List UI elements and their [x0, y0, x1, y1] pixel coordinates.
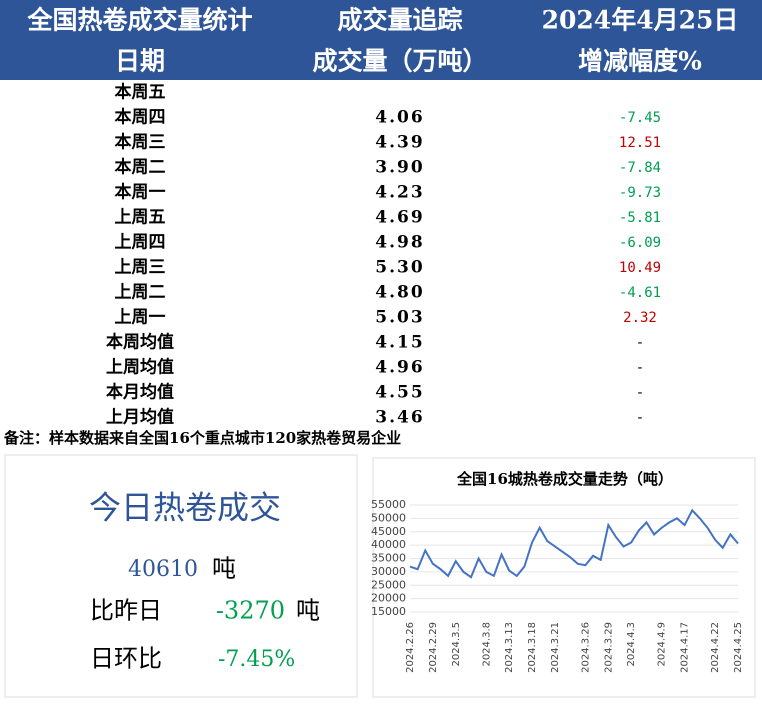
y-tick-label: 35000 [371, 552, 406, 565]
day: 上周均值 [106, 357, 174, 378]
change: -4.61 [619, 285, 661, 301]
day: 上周二 [115, 283, 166, 303]
change: - [636, 335, 644, 351]
change: 2.32 [623, 310, 657, 326]
volume: 3.46 [375, 408, 424, 428]
volume: 4.15 [375, 333, 424, 353]
change: -9.73 [619, 185, 661, 201]
y-tick-label: 40000 [371, 538, 406, 551]
change: 12.51 [619, 135, 661, 151]
day: 本周一 [115, 182, 166, 203]
day: 本周四 [115, 107, 166, 128]
x-tick-label: 2024.2.29 [428, 622, 439, 673]
day: 本周三 [115, 132, 166, 153]
x-tick-label: 2024.4.9 [657, 622, 668, 667]
volume: 4.98 [375, 233, 424, 253]
x-tick-label: 2024.3.5 [451, 622, 462, 667]
day: 本周五 [115, 82, 166, 103]
vs-value: -3270 [216, 597, 285, 625]
volume: 4.69 [375, 208, 424, 228]
x-tick-label: 2024.3.21 [550, 622, 561, 673]
volume: 4.96 [375, 358, 424, 378]
ratio-value: -7.45% [218, 647, 295, 672]
volume: 5.30 [375, 258, 424, 278]
summary-panel [4, 454, 358, 698]
change: - [636, 360, 644, 376]
ratio-label: 日环比 [90, 645, 162, 673]
note: 备注：样本数据来自全国16个重点城市120家热卷贸易企业 [3, 429, 401, 447]
day: 上周一 [115, 308, 166, 328]
x-tick-label: 2024.2.26 [405, 622, 416, 673]
change: -7.45 [619, 110, 661, 126]
y-tick-label: 25000 [371, 578, 406, 591]
day: 上周五 [115, 208, 166, 228]
today-unit: 吨 [212, 555, 236, 583]
y-tick-label: 20000 [371, 592, 406, 605]
subtitle: 成交量追踪 [337, 6, 462, 35]
volume: 4.23 [375, 183, 424, 203]
change: -7.84 [619, 160, 661, 176]
volume: 4.06 [375, 108, 424, 128]
title: 全国热卷成交量统计 [26, 6, 252, 35]
x-tick-label: 2024.3.29 [603, 622, 614, 673]
change: -6.09 [619, 235, 661, 251]
volume: 4.39 [375, 133, 424, 153]
day: 上周三 [115, 258, 166, 278]
change: - [636, 385, 644, 401]
volume: 3.90 [375, 158, 424, 178]
day: 本周均值 [106, 332, 174, 353]
y-tick-label: 55000 [371, 498, 406, 511]
volume: 5.03 [375, 308, 424, 328]
column-header: 日期 [115, 47, 165, 76]
date: 2024年4月25日 [542, 6, 739, 35]
day: 本月均值 [106, 382, 174, 403]
x-tick-label: 2024.4.17 [680, 622, 691, 673]
x-tick-label: 2024.3.13 [504, 622, 515, 673]
x-tick-label: 2024.4.3 [626, 622, 637, 667]
today-value: 40610 [128, 557, 198, 582]
x-tick-label: 2024.4.22 [710, 622, 721, 673]
column-header: 增减幅度% [578, 47, 702, 76]
vs-label: 比昨日 [90, 597, 162, 625]
header-band [0, 0, 762, 80]
volume: 4.80 [375, 283, 424, 303]
x-tick-label: 2024.3.8 [481, 622, 492, 667]
column-header: 成交量（万吨） [312, 47, 487, 76]
x-tick-label: 2024.3.18 [527, 622, 538, 673]
y-tick-label: 15000 [371, 605, 406, 618]
y-tick-label: 50000 [371, 511, 406, 524]
day: 本周二 [115, 157, 166, 178]
x-tick-label: 2024.3.26 [580, 622, 591, 673]
volume: 4.55 [375, 383, 424, 403]
change: - [636, 410, 644, 426]
y-tick-label: 45000 [371, 525, 406, 538]
day: 上月均值 [106, 407, 174, 428]
chart-panel [372, 457, 756, 698]
x-tick-label: 2024.4.25 [733, 622, 744, 673]
change: -5.81 [619, 210, 661, 226]
chart-title: 全国16城热卷成交量走势（吨） [456, 470, 673, 488]
line [409, 508, 739, 579]
y-tick-label: 30000 [371, 565, 406, 578]
summary-title: 今日热卷成交 [89, 489, 281, 527]
day: 上周四 [115, 233, 166, 253]
vs-unit: 吨 [296, 597, 320, 625]
change: 10.49 [619, 260, 661, 276]
